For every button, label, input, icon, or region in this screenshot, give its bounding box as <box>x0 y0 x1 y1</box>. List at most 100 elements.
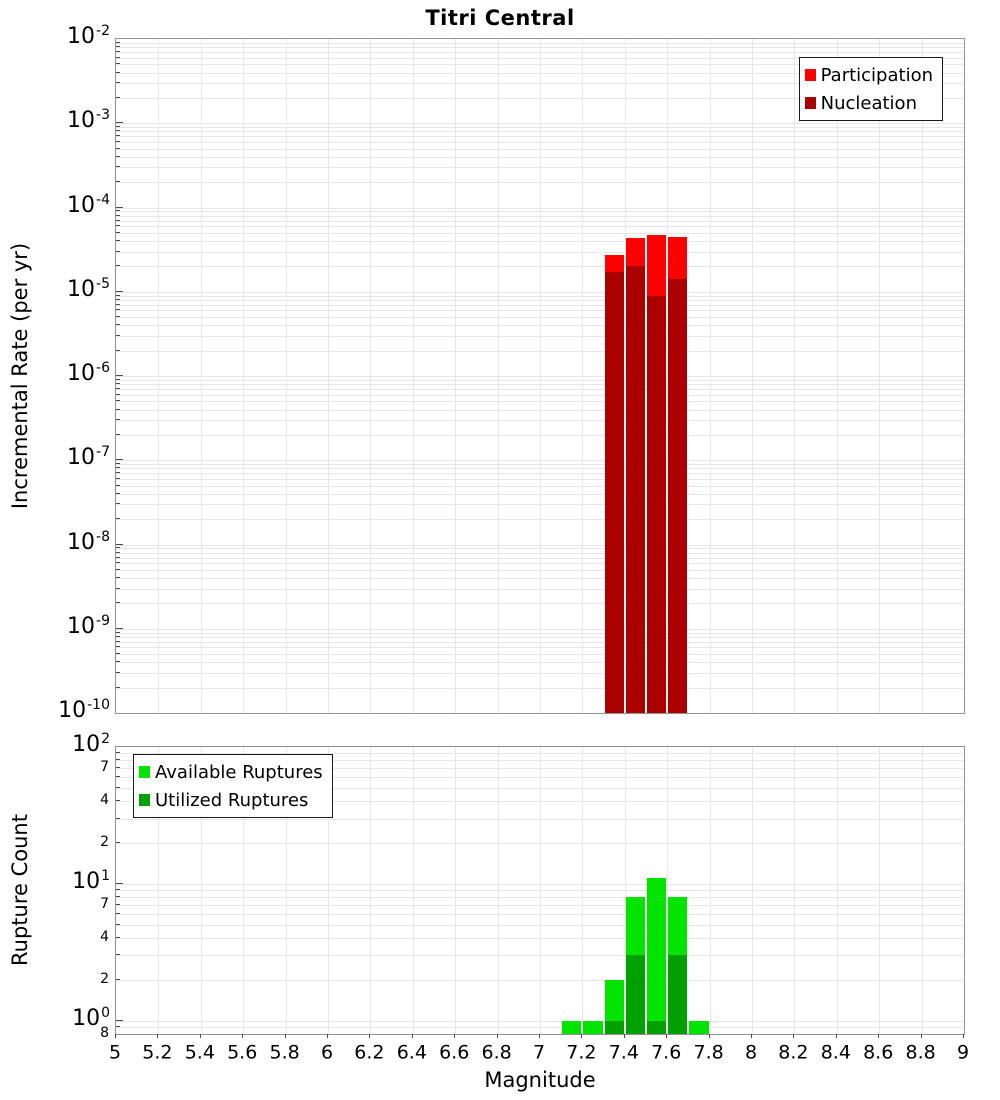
y-tick-mark <box>116 913 120 915</box>
count-panel: Available Ruptures Utilized Ruptures <box>115 746 965 1035</box>
y-tick-mark <box>116 759 120 761</box>
x-tick-mark <box>284 1034 286 1038</box>
y-tick-mark <box>116 214 120 216</box>
gridline-h <box>116 42 964 44</box>
gridline-h <box>116 905 964 907</box>
x-tick-mark <box>835 1034 837 1038</box>
y-tick-mark <box>116 63 120 65</box>
y-tick-mark <box>116 904 120 906</box>
y-axis-tick-label: 101 <box>72 867 110 894</box>
y-tick-mark <box>116 433 120 435</box>
x-axis-tick-label: 6.6 <box>439 1041 470 1064</box>
y-tick-mark <box>116 686 120 688</box>
y-tick-mark <box>116 602 120 604</box>
y-axis-tick-label: 10-2 <box>67 23 110 49</box>
gridline-h <box>116 979 964 981</box>
gridline-h <box>116 493 964 495</box>
y-tick-mark <box>116 954 120 956</box>
gridline-h <box>116 141 964 143</box>
gridline-h <box>116 220 964 222</box>
y-tick-mark <box>116 349 120 351</box>
y-tick-mark <box>116 130 120 132</box>
gridline-h <box>116 434 964 436</box>
x-axis-label: Magnitude <box>484 1068 596 1092</box>
gridline-h <box>116 251 964 253</box>
x-tick-mark <box>454 1034 456 1038</box>
y-tick-mark <box>116 631 120 633</box>
y-tick-mark <box>116 477 120 479</box>
x-tick-mark <box>708 1034 710 1038</box>
y-tick-mark <box>116 627 123 629</box>
y-axis-tick-label: 10-8 <box>67 528 110 555</box>
gridline-h <box>116 207 964 209</box>
gridline-h <box>116 504 964 506</box>
gridline-h <box>116 83 964 85</box>
y-tick-mark <box>116 383 120 385</box>
y-tick-mark <box>116 408 120 410</box>
y-tick-mark <box>116 841 120 843</box>
gridline-h <box>116 955 964 957</box>
x-axis-tick-label: 7.8 <box>693 1041 724 1064</box>
gridline-h <box>116 47 964 49</box>
gridline-h <box>116 563 964 565</box>
y-tick-mark <box>116 889 120 891</box>
y-tick-mark <box>116 1025 120 1027</box>
y-axis-tick-label: 102 <box>72 731 110 757</box>
y-tick-mark <box>116 71 120 73</box>
gridline-h <box>116 241 964 243</box>
x-tick-mark <box>581 1034 583 1038</box>
y-tick-mark <box>116 484 120 486</box>
bar-nucleation <box>668 279 688 713</box>
bar-nucleation <box>647 296 667 713</box>
y-tick-mark <box>116 147 120 149</box>
bar-utilized <box>668 955 688 1034</box>
x-axis-tick-label: 7.2 <box>566 1041 597 1064</box>
gridline-h <box>116 890 964 892</box>
gridline-h <box>116 464 964 466</box>
y-tick-mark <box>116 568 120 570</box>
bar-nucleation <box>625 266 645 713</box>
y-tick-mark <box>116 556 120 558</box>
gridline-h <box>116 883 964 885</box>
y-tick-mark <box>116 419 120 421</box>
y-tick-mark <box>116 334 120 336</box>
y-axis-minor-tick-label: 8 <box>100 1025 109 1041</box>
y-tick-mark <box>116 231 120 233</box>
x-tick-mark <box>623 1034 625 1038</box>
gridline-h <box>116 818 964 820</box>
y-tick-mark <box>116 135 120 137</box>
legend-item: Utilized Ruptures <box>139 786 323 814</box>
x-tick-mark <box>920 1034 922 1038</box>
gridline-h <box>116 544 964 546</box>
bar-utilized <box>625 955 645 1034</box>
y-tick-mark <box>116 155 120 157</box>
y-tick-mark <box>116 375 123 376</box>
y-axis-tick-label: 100 <box>72 1004 110 1031</box>
bar-utilized <box>604 1020 624 1034</box>
x-axis-tick-label: 6.2 <box>354 1041 385 1064</box>
legend-label: Participation <box>820 64 933 86</box>
y-tick-mark <box>116 122 123 124</box>
y-tick-mark <box>116 882 123 884</box>
gridline-h <box>116 291 964 293</box>
gridline-h <box>116 768 964 770</box>
chart-title: Titri Central <box>425 6 575 30</box>
legend-swatch-icon <box>804 69 816 81</box>
x-axis-tick-label: 6 <box>320 1041 334 1064</box>
y-tick-mark <box>116 937 120 939</box>
bar-available <box>583 1020 603 1034</box>
legend-swatch-icon <box>804 97 816 109</box>
y-tick-mark <box>116 46 120 48</box>
rate-panel: Participation Nucleation <box>115 38 965 714</box>
y-axis-tick-label: 10-5 <box>67 275 110 302</box>
y-tick-mark <box>116 298 120 300</box>
legend-item: Participation <box>804 61 933 89</box>
y-tick-mark <box>116 250 120 252</box>
y-tick-mark <box>116 393 120 395</box>
y-axis-minor-tick-label: 4 <box>100 792 109 809</box>
gridline-h <box>116 156 964 158</box>
y-tick-mark <box>116 140 120 142</box>
y-tick-mark <box>116 225 120 227</box>
gridline-h <box>116 647 964 649</box>
y-tick-mark <box>116 316 120 318</box>
